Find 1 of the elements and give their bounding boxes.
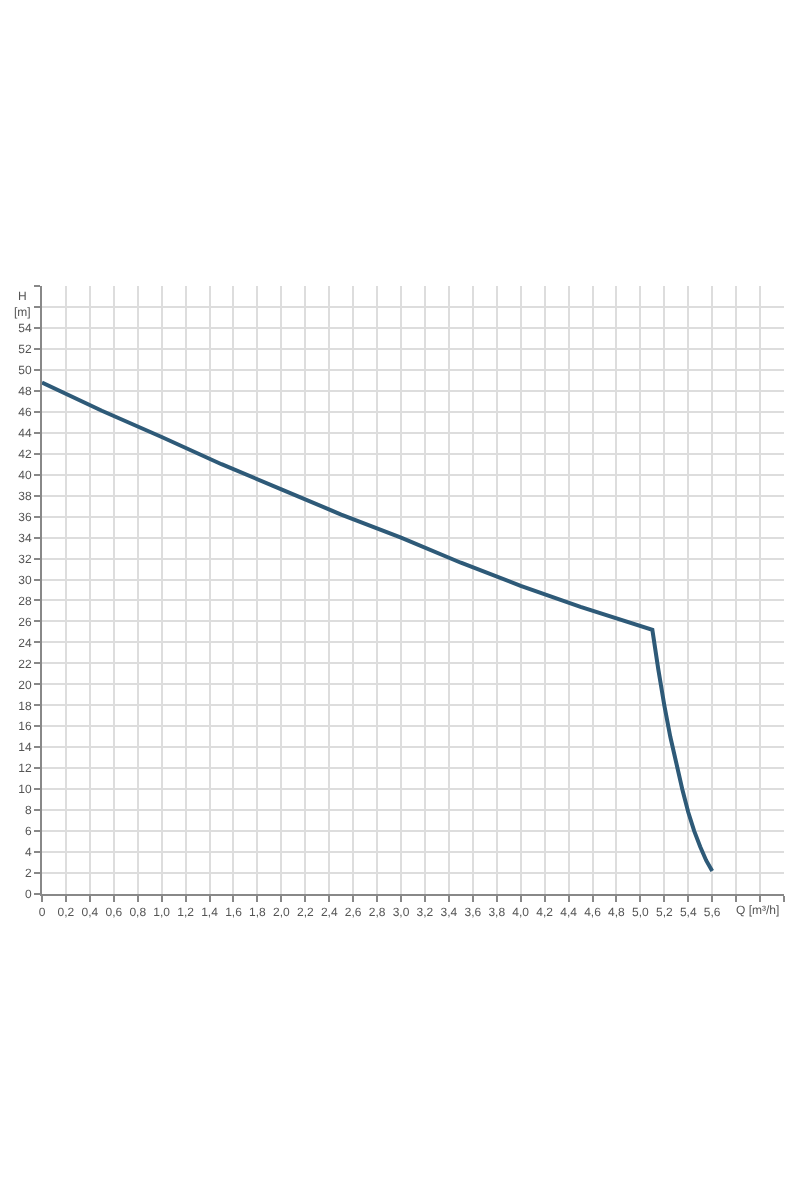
line-series [42,380,715,873]
